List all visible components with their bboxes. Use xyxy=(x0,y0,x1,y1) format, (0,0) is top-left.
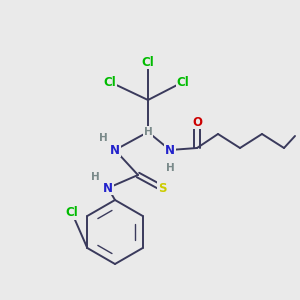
Text: H: H xyxy=(99,133,107,143)
Text: Cl: Cl xyxy=(103,76,116,88)
Text: O: O xyxy=(192,116,202,128)
Text: H: H xyxy=(166,163,174,173)
Text: N: N xyxy=(103,182,113,194)
Text: S: S xyxy=(158,182,166,194)
Text: H: H xyxy=(91,172,99,182)
Text: Cl: Cl xyxy=(177,76,189,88)
Text: Cl: Cl xyxy=(142,56,154,68)
Text: N: N xyxy=(165,143,175,157)
Text: N: N xyxy=(110,143,120,157)
Text: H: H xyxy=(144,127,152,137)
Text: Cl: Cl xyxy=(66,206,78,220)
